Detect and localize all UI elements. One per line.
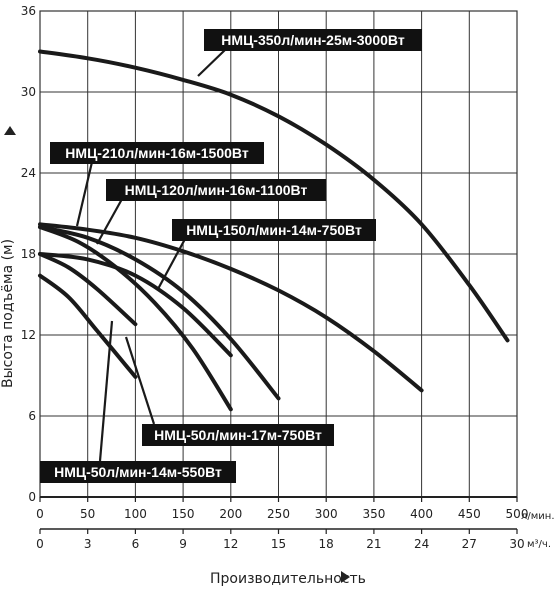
y-tick-label: 24 [21,166,36,180]
series-line-1 [38,49,510,343]
curve-label: НМЦ-120л/мин-16м-1100Вт [125,182,308,198]
x2-tick-label: 0 [36,537,44,551]
series-line-3 [38,225,281,401]
label-leader-line [96,198,123,245]
curve-label-box [204,29,422,51]
curve-label: НМЦ-50л/мин-14м-550Вт [54,464,222,480]
grid [39,10,518,534]
y-tick-label: 6 [28,409,36,423]
curve-label: НМЦ-150л/мин-14м-750Вт [186,222,362,238]
curves [38,49,510,412]
x-axis-title: Производительность [210,571,366,587]
x-tick-label: 200 [219,507,242,521]
label-leader-line [124,336,156,425]
series-line-6 [38,273,138,379]
series-line-4 [38,252,233,358]
x-tick-label: 250 [267,507,290,521]
x2-tick-label: 15 [271,537,286,551]
x-unit-primary: л/мин. [521,511,555,522]
x-axis-arrow-icon [341,571,350,583]
y-tick-label: 18 [21,247,36,261]
label-leader-line [98,320,114,462]
y-axis-title: Высота подъёма (м) [0,239,16,388]
curve-labels: НМЦ-350л/мин-25м-3000Вт НМЦ-210л/мин-16м-… [40,29,422,483]
label-leader-line [197,48,227,77]
x-tick-label: 350 [362,507,385,521]
x-tick-label: 450 [458,507,481,521]
x-tick-label: 300 [315,507,338,521]
curve-label: НМЦ-50л/мин-17м-750Вт [154,427,322,443]
label-leader-line [157,238,186,290]
x2-tick-label: 24 [414,537,429,551]
x-unit-secondary: м³/ч. [527,539,551,550]
y-tick-label: 12 [21,328,36,342]
series-line-5 [38,225,233,412]
x2-tick-label: 6 [132,537,140,551]
curve-label-box [142,424,334,446]
y-tick-label: 0 [28,490,36,504]
x-tick-label: 150 [172,507,195,521]
x2-tick-label: 18 [319,537,334,551]
x-tick-label: 400 [410,507,433,521]
y-axis-arrow-icon [4,126,16,135]
x2-tick-label: 21 [366,537,381,551]
curve-label-box [106,179,326,201]
x-tick-label: 0 [36,507,44,521]
x-tick-label: 500 [506,507,529,521]
label-leaders [75,48,227,462]
x2-tick-label: 3 [84,537,92,551]
series-line-2 [38,222,424,393]
y-tick-label: 36 [21,4,36,18]
label-leader-line [75,161,94,227]
curve-label: НМЦ-210л/мин-16м-1500Вт [65,145,249,161]
curve-label-box [40,461,236,483]
x-tick-label: 50 [80,507,95,521]
curve-label-box [172,219,376,241]
x2-tick-label: 9 [179,537,187,551]
curve-label-box [50,142,264,164]
x2-tick-label: 12 [223,537,238,551]
curve-label: НМЦ-350л/мин-25м-3000Вт [221,32,405,48]
x2-tick-label: 27 [462,537,477,551]
y-tick-label: 30 [21,85,36,99]
series-line-7 [38,252,138,327]
x2-tick-label: 30 [509,537,524,551]
x-tick-label: 100 [124,507,147,521]
